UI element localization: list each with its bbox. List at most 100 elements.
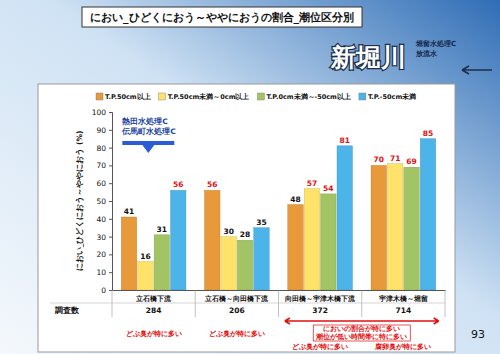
page-number: 93 xyxy=(471,328,485,341)
bar xyxy=(387,164,402,290)
x-tick: 向田橋～宇津木橋下流 xyxy=(285,290,356,303)
bar xyxy=(138,262,153,290)
data-label: 54 xyxy=(323,184,333,193)
separator xyxy=(361,290,362,317)
x-axis: 立石橋下流 立石橋～向田橋下流 向田橋～宇津木橋下流 宇津木橋～堀留 xyxy=(113,290,446,303)
outfall-note: 堀留水処理C xyxy=(415,40,456,48)
y-axis: 0 10 20 30 40 50 60 70 80 90 100 xyxy=(92,108,113,295)
bottom-note: どぶ臭が特に多い xyxy=(209,330,265,338)
data-label: 85 xyxy=(423,129,433,138)
legend-item: T.P.50cm以上 xyxy=(96,93,151,101)
data-label: 16 xyxy=(140,252,150,261)
x-tick: 宇津木橋～堀留 xyxy=(379,290,428,303)
table-lines xyxy=(50,290,445,317)
bar xyxy=(205,190,220,290)
bottom-note: 腐卵臭が特に多い xyxy=(374,342,431,351)
bar xyxy=(154,235,169,290)
y-tick-label: 90 xyxy=(96,126,106,135)
outfall-arrow xyxy=(462,66,492,74)
legend-label: T.P.50cm未満～0cm以上 xyxy=(168,93,250,101)
bar xyxy=(371,165,386,290)
data-labels: 41564870163057713128546956358185 xyxy=(124,129,433,261)
legend-swatch xyxy=(359,93,366,100)
data-label: 81 xyxy=(340,136,350,145)
y-tick: 90 xyxy=(96,126,112,135)
y-tick: 20 xyxy=(96,250,112,259)
bar xyxy=(288,205,303,290)
plant-arrow xyxy=(122,141,174,153)
range-note-text: においの割合が特に多い xyxy=(323,324,400,333)
y-tick: 70 xyxy=(96,161,112,170)
y-tick: 50 xyxy=(96,197,112,206)
y-tick: 0 xyxy=(101,286,112,295)
y-tick-label: 10 xyxy=(96,268,106,277)
y-tick: 100 xyxy=(92,108,112,117)
x-tick-label: 立石橋～向田橋下流 xyxy=(204,294,269,303)
data-label: 48 xyxy=(290,195,300,204)
range-note-text: 潮位が低い時間帯に特に多い xyxy=(315,333,407,341)
data-label: 56 xyxy=(207,180,217,189)
background xyxy=(0,0,500,354)
y-tick-mark xyxy=(109,183,112,184)
bar xyxy=(321,194,336,290)
plant-note-text: 熱田水処理C xyxy=(121,117,168,126)
plant-note-text: 伝馬町水処理C xyxy=(121,127,176,136)
y-tick: 30 xyxy=(96,233,112,242)
bar xyxy=(420,139,435,290)
y-tick-label: 100 xyxy=(92,108,107,117)
separator xyxy=(112,290,113,317)
legend-label: T.P.50cm以上 xyxy=(105,93,151,101)
y-tick-mark xyxy=(109,237,112,238)
x-tick: 立石橋下流 xyxy=(135,290,172,303)
title-box xyxy=(82,7,362,27)
bar xyxy=(304,189,319,290)
y-tick-mark xyxy=(109,201,112,202)
outfall-note: 放流水 xyxy=(415,49,438,58)
data-label: 31 xyxy=(157,225,167,234)
bar xyxy=(404,167,419,290)
legend: T.P.50cm以上T.P.50cm未満～0cm以上T.P.0cm未満～-50c… xyxy=(96,93,416,101)
y-tick-mark xyxy=(109,165,112,166)
data-label: 56 xyxy=(173,180,183,189)
legend-item: T.P.-50cm未満 xyxy=(359,93,416,101)
y-tick-mark xyxy=(109,272,112,273)
separator xyxy=(445,290,446,317)
y-tick: 10 xyxy=(96,268,112,277)
y-tick-label: 50 xyxy=(96,197,106,206)
y-tick-mark xyxy=(109,130,112,131)
data-label: 57 xyxy=(307,179,317,188)
legend-item: T.P.50cm未満～0cm以上 xyxy=(159,93,250,101)
range-box xyxy=(313,325,410,341)
y-tick: 40 xyxy=(96,215,112,224)
y-axis-title: におい_ひどくにおう～ややにおう (%) xyxy=(75,131,84,272)
y-tick: 60 xyxy=(96,179,112,188)
y-tick-mark xyxy=(109,219,112,220)
y-tick-label: 40 xyxy=(96,215,106,224)
y-tick-mark xyxy=(109,112,112,113)
y-tick: 80 xyxy=(96,144,112,153)
y-tick-mark xyxy=(109,254,112,255)
x-tick-label: 宇津木橋～堀留 xyxy=(379,294,428,303)
range-arrow xyxy=(285,318,439,324)
legend-swatch xyxy=(159,93,166,100)
data-label: 28 xyxy=(240,230,250,239)
separator xyxy=(278,290,279,317)
bar xyxy=(254,228,269,290)
data-label: 30 xyxy=(223,227,233,236)
x-tick-label: 立石橋下流 xyxy=(135,294,172,303)
x-tick: 立石橋～向田橋下流 xyxy=(204,290,269,303)
data-label: 71 xyxy=(390,154,400,163)
bottom-note: どぶ臭が特に多い xyxy=(126,330,182,338)
y-tick-label: 60 xyxy=(96,179,106,188)
separator xyxy=(50,303,445,304)
bar xyxy=(337,146,352,290)
y-tick-label: 0 xyxy=(101,286,106,295)
data-label: 69 xyxy=(406,157,416,166)
survey-count: 206 xyxy=(229,306,245,315)
bar xyxy=(221,237,236,290)
bottom-note: どぶ臭が特に多い xyxy=(292,343,348,351)
legend-label: T.P.-50cm未満 xyxy=(368,93,416,101)
data-label: 70 xyxy=(374,155,384,164)
separator xyxy=(195,290,196,317)
data-label: 35 xyxy=(256,218,266,227)
